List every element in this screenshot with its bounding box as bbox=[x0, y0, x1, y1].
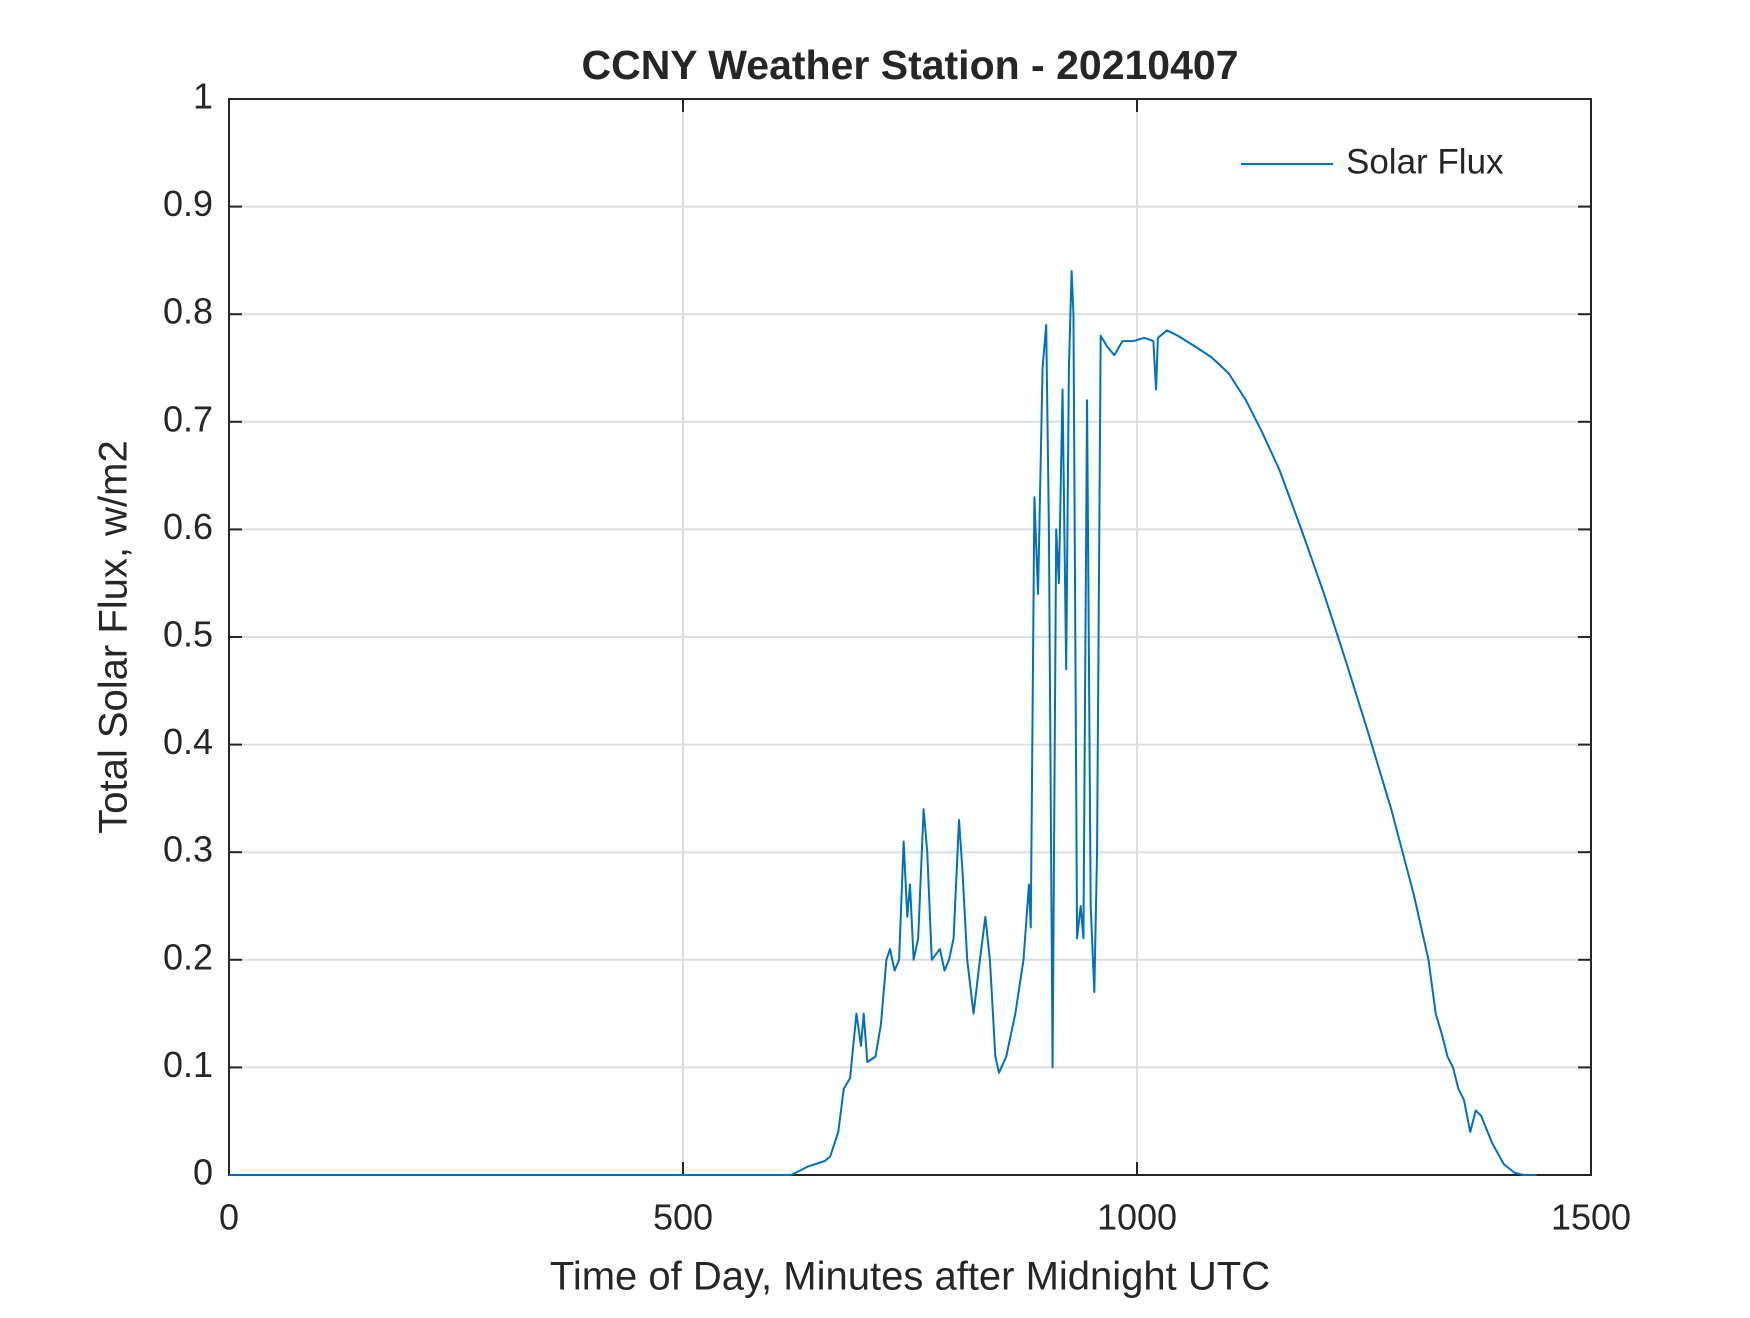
y-tick-label: 0.8 bbox=[163, 291, 213, 332]
y-tick-label: 0.4 bbox=[163, 721, 213, 762]
x-axis-label: Time of Day, Minutes after Midnight UTC bbox=[550, 1255, 1270, 1299]
y-axis-label: Total Solar Flux, w/m2 bbox=[92, 440, 136, 833]
x-tick-label: 1500 bbox=[1551, 1197, 1631, 1238]
y-tick-label: 0.6 bbox=[163, 506, 213, 547]
y-tick-label: 0.5 bbox=[163, 614, 213, 655]
legend-label: Solar Flux bbox=[1346, 142, 1504, 181]
plot-frame bbox=[228, 98, 1592, 1176]
y-tick-label: 0.7 bbox=[163, 398, 213, 439]
y-tick-label: 0.2 bbox=[163, 936, 213, 977]
x-tick-label: 0 bbox=[219, 1197, 239, 1238]
y-tick-label: 1 bbox=[193, 76, 213, 117]
x-tick-label: 1000 bbox=[1097, 1197, 1177, 1238]
y-tick-label: 0.1 bbox=[163, 1044, 213, 1085]
chart-title: CCNY Weather Station - 20210407 bbox=[581, 42, 1238, 88]
x-tick-label: 500 bbox=[653, 1197, 713, 1238]
y-tick-label: 0.3 bbox=[163, 829, 213, 870]
y-tick-label: 0 bbox=[193, 1152, 213, 1193]
y-tick-label: 0.9 bbox=[163, 183, 213, 224]
data-line bbox=[229, 270, 1537, 1176]
